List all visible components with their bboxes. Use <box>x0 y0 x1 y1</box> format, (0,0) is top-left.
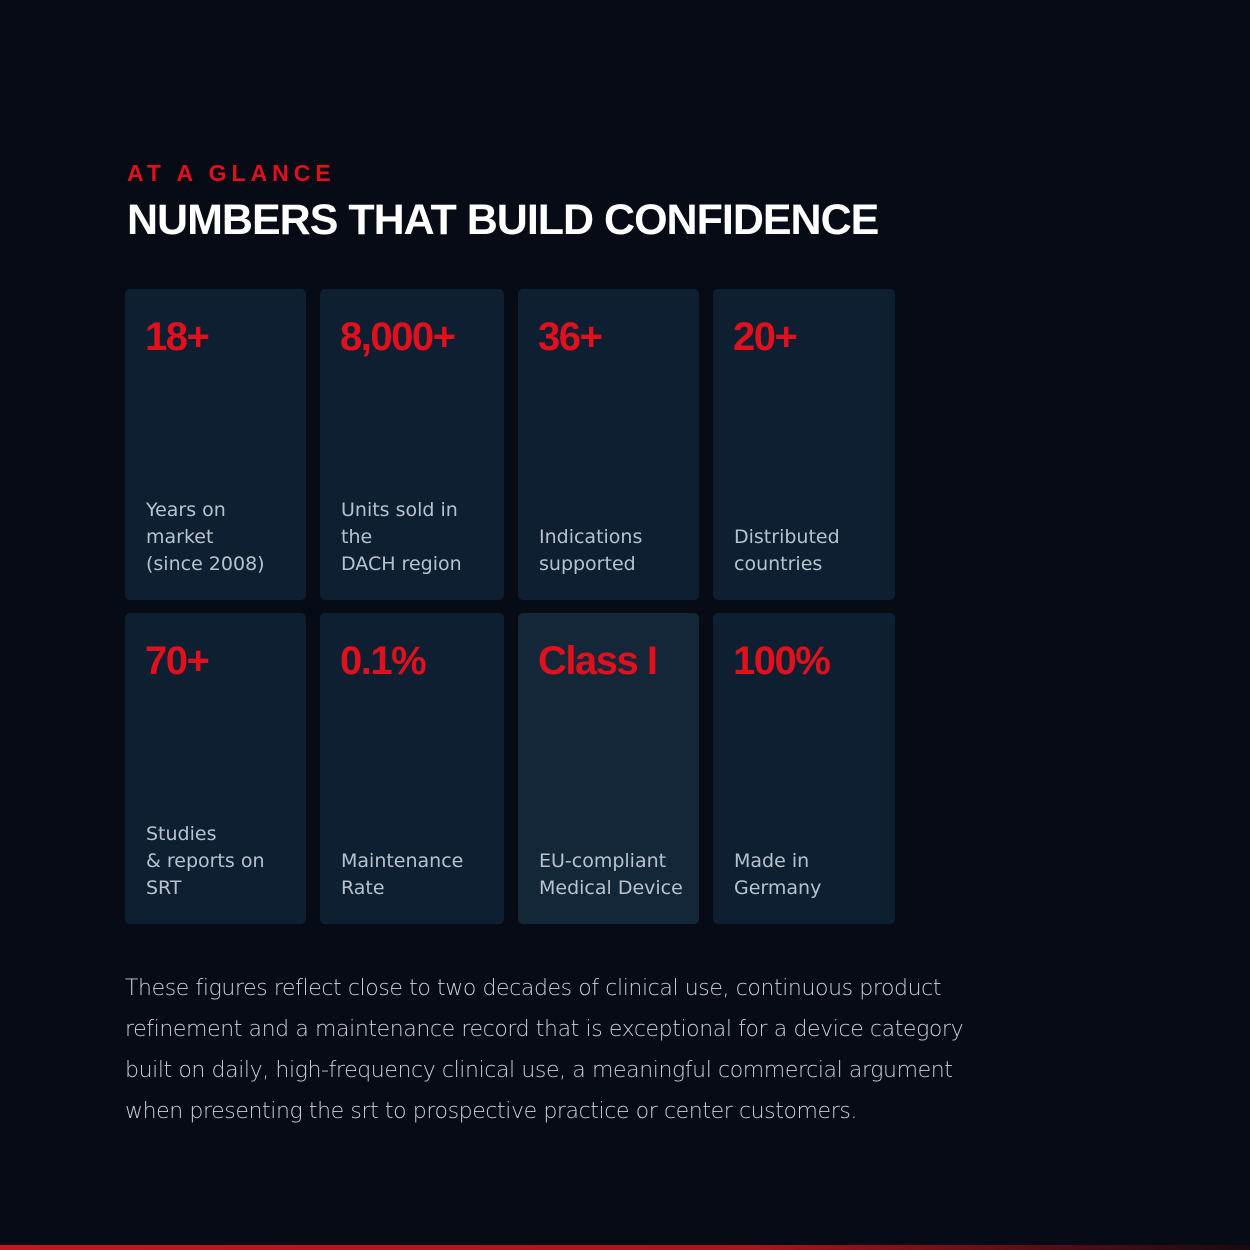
paragraph: These figures reflect close to two decad… <box>125 976 964 1124</box>
label-line: DACH region <box>341 553 462 575</box>
stat-label: Distributed countries <box>734 524 840 578</box>
stat-card: Class I EU-compliant Medical Device <box>518 613 699 924</box>
label-line: EU-compliant <box>539 850 667 872</box>
stat-card: 20+ Distributed countries <box>713 289 895 600</box>
label-line: SRT <box>146 877 182 899</box>
stat-value: 18+ <box>145 315 210 359</box>
stat-card: 70+ Studies & reports on SRT <box>125 613 306 924</box>
label-line: Rate <box>341 877 385 899</box>
label-line: supported <box>539 553 636 575</box>
eyebrow: AT A GLANCE <box>127 160 336 186</box>
stat-label: Made in Germany <box>734 848 821 902</box>
stat-label: Indications supported <box>539 524 642 578</box>
stat-card: 8,000+ Units sold in the DACH region <box>320 289 504 600</box>
title: NUMBERS THAT BUILD CONFIDENCE <box>127 196 879 244</box>
stat-value: 100% <box>733 639 831 683</box>
label-line: countries <box>734 553 823 575</box>
stat-value: 36+ <box>538 315 603 359</box>
stat-label: Years on market (since 2008) <box>146 497 265 578</box>
label-line: market <box>146 526 214 548</box>
label-line: the <box>341 526 373 548</box>
label-line: Germany <box>734 877 822 899</box>
label-line: & reports on <box>146 850 265 872</box>
stat-label: Units sold in the DACH region <box>341 497 462 578</box>
stat-value: 70+ <box>145 639 210 683</box>
label-line: Distributed <box>734 526 840 548</box>
stat-card: 100% Made in Germany <box>713 613 895 924</box>
stat-card: 18+ Years on market (since 2008) <box>125 289 306 600</box>
stat-label: Maintenance Rate <box>341 848 463 902</box>
label-line: Made in <box>734 850 810 872</box>
stat-value: Class I <box>538 639 658 683</box>
stat-label: EU-compliant Medical Device <box>539 848 683 902</box>
stat-value: 0.1% <box>340 639 427 683</box>
stat-value: 8,000+ <box>340 315 456 359</box>
label-line: Units sold in <box>341 499 458 521</box>
stat-card: 0.1% Maintenance Rate <box>320 613 504 924</box>
accent-bar <box>0 1245 1250 1250</box>
stat-label: Studies & reports on SRT <box>146 821 265 902</box>
label-line: Maintenance <box>341 850 464 872</box>
card-grid: 18+ Years on market (since 2008) 8,000+ Units… <box>125 289 895 924</box>
label-line: Years on <box>146 499 226 521</box>
label-line: (since 2008) <box>146 553 265 575</box>
stat-value: 20+ <box>733 315 798 359</box>
label-line: Indications <box>539 526 643 548</box>
stat-card: 36+ Indications supported <box>518 289 699 600</box>
label-line: Studies <box>146 823 217 845</box>
label-line: Medical Device <box>539 877 683 899</box>
